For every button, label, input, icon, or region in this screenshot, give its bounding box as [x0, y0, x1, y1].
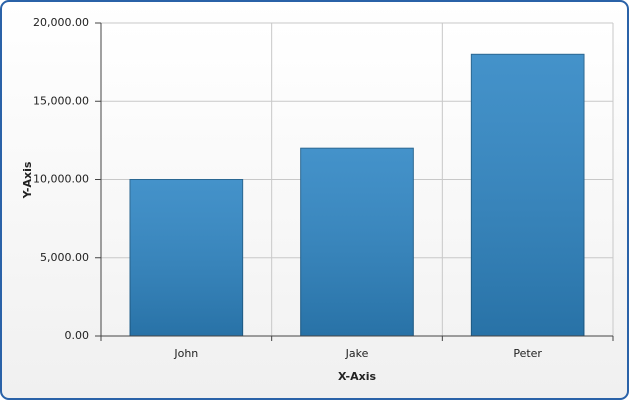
x-tick-label: John	[173, 347, 198, 360]
y-axis-title: Y-Axis	[21, 161, 34, 199]
x-tick-label: Peter	[513, 347, 542, 360]
x-axis-title: X-Axis	[338, 370, 377, 383]
bar-shade	[300, 148, 414, 336]
x-tick-label: Jake	[345, 347, 369, 360]
bar-shade	[471, 54, 584, 337]
y-tick-label: 15,000.00	[33, 94, 89, 107]
y-tick-label: 20,000.00	[33, 16, 89, 29]
y-tick-label: 5,000.00	[40, 251, 89, 264]
y-tick-label: 10,000.00	[33, 173, 89, 186]
bar-shade	[130, 179, 243, 336]
y-tick-label: 0.00	[65, 329, 90, 342]
